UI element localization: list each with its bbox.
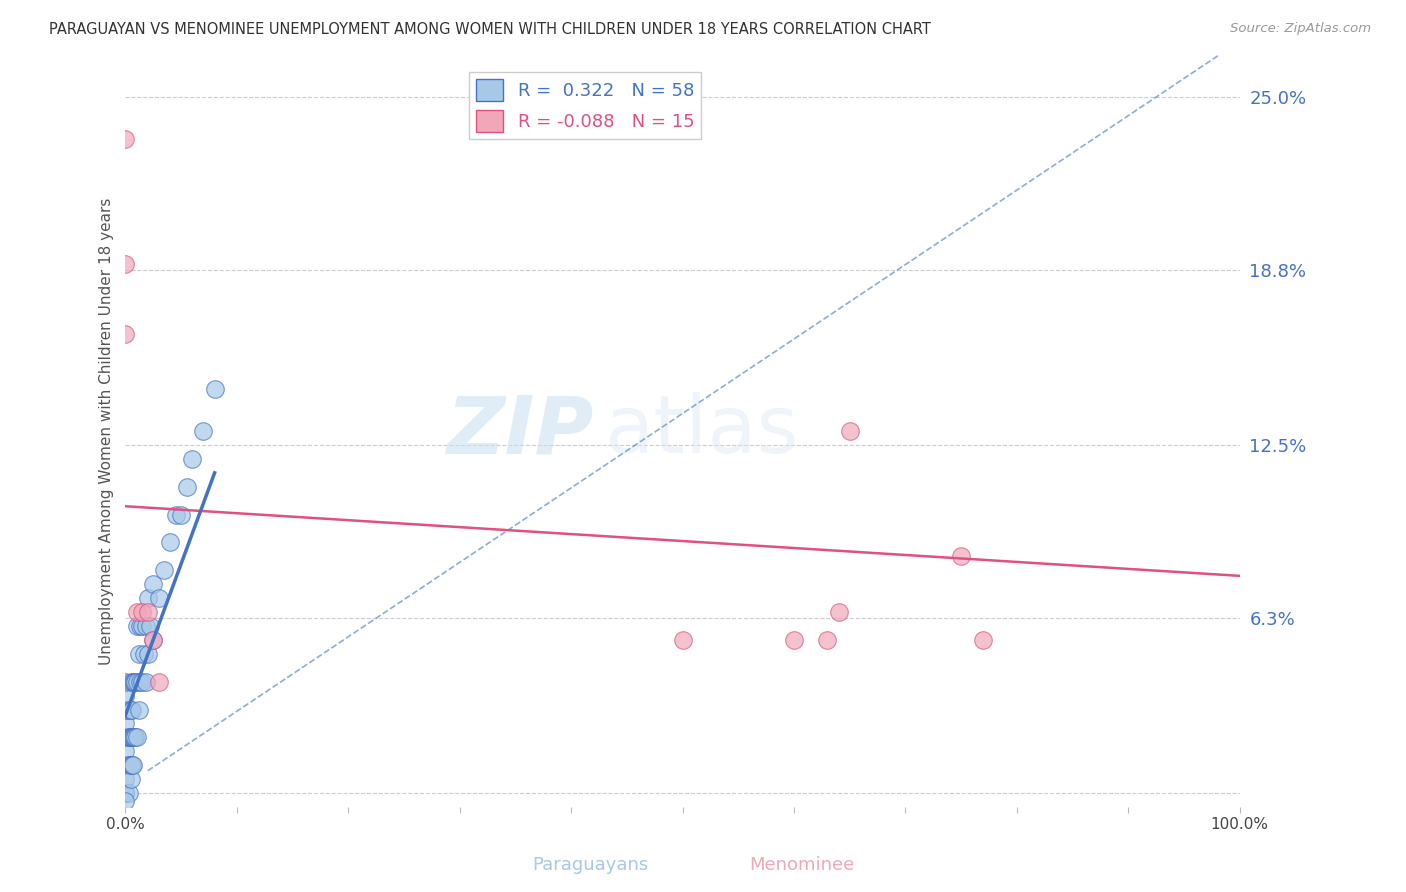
Point <box>142 577 165 591</box>
Point <box>120 674 142 689</box>
Point <box>170 508 193 522</box>
Point <box>121 758 143 772</box>
Point <box>122 731 145 745</box>
Point <box>114 131 136 145</box>
Point <box>204 382 226 396</box>
Point <box>128 647 150 661</box>
Point <box>114 689 136 703</box>
Point <box>118 786 141 800</box>
Point <box>135 619 157 633</box>
Point <box>827 605 849 619</box>
Point <box>120 772 142 786</box>
Point <box>193 424 215 438</box>
Point <box>815 632 838 647</box>
Text: Menominee: Menominee <box>749 855 853 873</box>
Point <box>120 758 142 772</box>
Point <box>121 702 143 716</box>
Point <box>131 674 153 689</box>
Point <box>118 731 141 745</box>
Point <box>128 702 150 716</box>
Text: atlas: atlas <box>605 392 799 470</box>
Point <box>124 731 146 745</box>
Point <box>129 619 152 633</box>
Point <box>159 535 181 549</box>
Point <box>125 674 148 689</box>
Point <box>114 326 136 341</box>
Point <box>783 632 806 647</box>
Point <box>118 702 141 716</box>
Point <box>136 605 159 619</box>
Point <box>134 647 156 661</box>
Point <box>148 591 170 606</box>
Point <box>120 731 142 745</box>
Point <box>136 591 159 606</box>
Point <box>950 549 973 564</box>
Point <box>136 647 159 661</box>
Point <box>114 716 136 731</box>
Point <box>114 744 136 758</box>
Point <box>114 786 136 800</box>
Legend: R =  0.322   N = 58, R = -0.088   N = 15: R = 0.322 N = 58, R = -0.088 N = 15 <box>468 71 702 139</box>
Point <box>124 674 146 689</box>
Point <box>838 424 860 438</box>
Point <box>114 772 136 786</box>
Y-axis label: Unemployment Among Women with Children Under 18 years: Unemployment Among Women with Children U… <box>100 197 114 665</box>
Point <box>118 731 141 745</box>
Text: ZIP: ZIP <box>446 392 593 470</box>
Point <box>114 794 136 808</box>
Point <box>122 674 145 689</box>
Point <box>114 674 136 689</box>
Point <box>139 619 162 633</box>
Point <box>118 758 141 772</box>
Point <box>125 605 148 619</box>
Text: PARAGUAYAN VS MENOMINEE UNEMPLOYMENT AMONG WOMEN WITH CHILDREN UNDER 18 YEARS CO: PARAGUAYAN VS MENOMINEE UNEMPLOYMENT AMO… <box>49 22 931 37</box>
Text: Source: ZipAtlas.com: Source: ZipAtlas.com <box>1230 22 1371 36</box>
Point <box>181 451 204 466</box>
Point <box>120 702 142 716</box>
Point <box>131 619 153 633</box>
Point <box>121 731 143 745</box>
Point <box>148 674 170 689</box>
Point <box>125 731 148 745</box>
Point <box>122 758 145 772</box>
Point <box>129 674 152 689</box>
Point <box>131 605 153 619</box>
Point <box>165 508 187 522</box>
Point <box>142 632 165 647</box>
Point <box>124 731 146 745</box>
Point <box>114 786 136 800</box>
Point <box>114 257 136 271</box>
Point <box>124 674 146 689</box>
Point <box>142 632 165 647</box>
Point <box>671 632 693 647</box>
Point <box>114 758 136 772</box>
Point <box>125 619 148 633</box>
Point <box>114 731 136 745</box>
Point <box>176 480 198 494</box>
Point <box>153 563 176 577</box>
Point <box>114 702 136 716</box>
Point <box>135 674 157 689</box>
Text: Paraguayans: Paraguayans <box>533 855 648 873</box>
Point <box>118 758 141 772</box>
Point <box>972 632 994 647</box>
